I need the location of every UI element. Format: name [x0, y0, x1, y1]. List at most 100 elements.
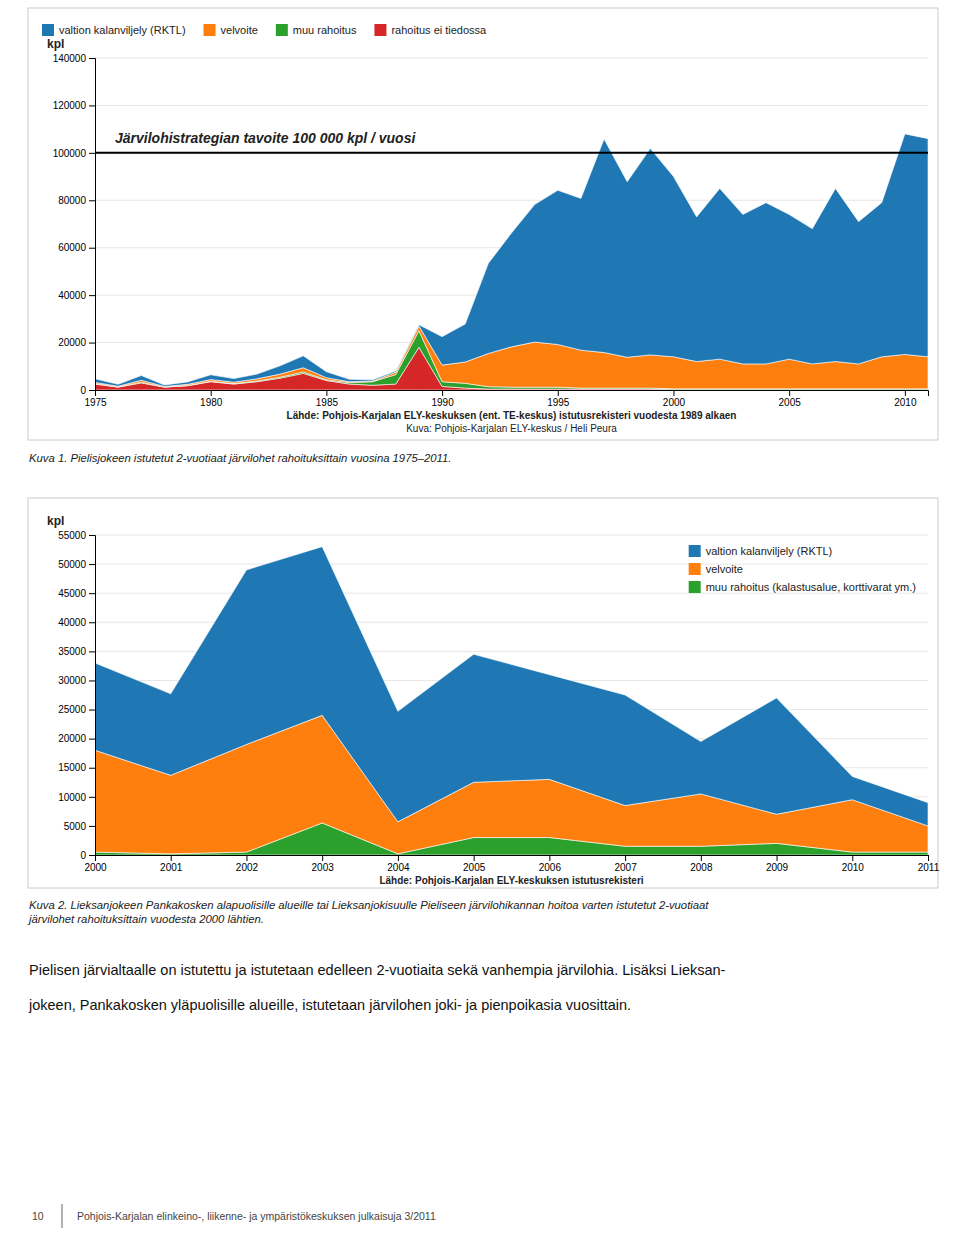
x-tick-mark: [625, 855, 626, 861]
y-axis-line: [89, 59, 96, 391]
y-tick-label: 55000: [58, 530, 86, 541]
x-tick-label: 2009: [766, 862, 789, 873]
page: Järvilohistrategian tavoite 100 000 kpl …: [0, 0, 960, 1259]
legend-item: valtion kalanviljely (RKTL): [42, 24, 186, 36]
x-tick: 2003: [312, 855, 335, 873]
y-tick-label: 120000: [53, 100, 87, 111]
x-tick-label: 2006: [539, 862, 562, 873]
grid: [95, 535, 928, 855]
y-tick-mark: [89, 797, 95, 798]
x-tick: 2002: [236, 855, 259, 873]
legend-item: valtion kalanviljely (RKTL): [689, 545, 833, 557]
y-tick-label: 50000: [58, 559, 86, 570]
grid-line: [95, 105, 928, 106]
legend-swatch: [689, 563, 701, 575]
x-tick-label: 2010: [842, 862, 865, 873]
y-tick-mark: [89, 105, 95, 106]
x-tick-mark: [474, 855, 475, 861]
legend-swatch: [689, 545, 701, 557]
y-tick-mark: [89, 564, 95, 565]
x-tick-label: 1980: [200, 397, 223, 408]
y-tick: 60000: [58, 242, 95, 253]
x-tick-label: 2001: [160, 862, 183, 873]
y-tick-label: 100000: [53, 148, 87, 159]
legend-label: velvoite: [706, 563, 743, 575]
y-tick-mark: [89, 826, 95, 827]
grid: [95, 58, 928, 390]
source-note: Lähde: Pohjois-Karjalan ELY-keskuksen is…: [379, 875, 643, 886]
legend-label: valtion kalanviljely (RKTL): [59, 24, 186, 36]
x-tick: 1980: [200, 390, 223, 408]
y-tick: 15000: [58, 762, 95, 773]
y-tick: 40000: [58, 290, 95, 301]
y-tick: 10000: [58, 792, 95, 803]
y-tick-label: 80000: [58, 195, 86, 206]
x-tick: 2005: [463, 855, 486, 873]
x-tick: 1990: [431, 390, 454, 408]
legend-item: muu rahoitus (kalastusalue, korttivarat …: [689, 581, 916, 593]
y-tick-label: 40000: [58, 617, 86, 628]
x-tick: 2005: [779, 390, 802, 408]
body-text: Pielisen järvialtaalle on istutettu ja i…: [29, 962, 726, 978]
y-tick-mark: [89, 535, 95, 536]
y-axis: 020000400006000080000100000120000140000: [53, 53, 96, 396]
x-tick-mark: [852, 855, 853, 861]
x-tick: 2006: [539, 855, 562, 873]
x-tick-label: 2003: [312, 862, 335, 873]
grid-line: [95, 564, 928, 565]
x-tick-mark: [673, 390, 674, 396]
x-tick: 1995: [547, 390, 570, 408]
x-tick-label: 1975: [84, 397, 107, 408]
y-tick-mark: [89, 680, 95, 681]
x-tick-label: 2007: [614, 862, 637, 873]
x-tick-mark: [928, 855, 929, 861]
x-tick-label: 1985: [316, 397, 339, 408]
y-tick-label: 15000: [58, 762, 86, 773]
reference-line: [95, 152, 928, 154]
x-tick-label: 2010: [894, 397, 917, 408]
x-tick-mark: [789, 390, 790, 396]
y-tick: 100000: [53, 148, 95, 159]
y-tick-label: 30000: [58, 675, 86, 686]
x-tick-label: 2008: [690, 862, 713, 873]
x-tick: 2008: [690, 855, 713, 873]
y-tick-mark: [89, 58, 95, 59]
x-tick: 2009: [766, 855, 789, 873]
x-axis-line: [96, 391, 929, 397]
footer-text: Pohjois-Karjalan elinkeino-, liikenne- j…: [77, 1210, 436, 1222]
figure-frame: [28, 498, 938, 888]
x-tick: 1975: [84, 390, 107, 408]
plot-area: [95, 547, 928, 855]
legend-label: rahoitus ei tiedossa: [391, 24, 487, 36]
y-tick: 30000: [58, 675, 95, 686]
caption: Kuva 2. Lieksanjokeen Pankakosken alapuo…: [29, 899, 709, 911]
area-series: [95, 134, 928, 387]
legend: valtion kalanviljely (RKTL) velvoite muu r…: [689, 545, 916, 593]
chart: Järvilohistrategian tavoite 100 000 kpl …: [28, 8, 938, 440]
legend-label: valtion kalanviljely (RKTL): [706, 545, 833, 557]
y-tick: 50000: [58, 559, 95, 570]
x-axis: 2000200120022003200420052006200720082009…: [84, 855, 939, 873]
x-tick-mark: [558, 390, 559, 396]
y-tick-mark: [89, 768, 95, 769]
x-tick-mark: [171, 855, 172, 861]
x-tick-mark: [398, 855, 399, 861]
y-tick: 45000: [58, 588, 95, 599]
y-tick-label: 140000: [53, 53, 87, 64]
legend: valtion kalanviljely (RKTL)velvoitemuu r…: [42, 24, 487, 36]
x-tick: 2004: [387, 855, 410, 873]
y-tick: 0: [80, 385, 95, 396]
x-tick-mark: [211, 390, 212, 396]
x-tick-mark: [246, 855, 247, 861]
footer-page-number: 10: [32, 1210, 44, 1222]
y-tick: 140000: [53, 53, 95, 64]
legend-label: velvoite: [221, 24, 258, 36]
body-text: jokeen, Pankakosken yläpuolisille alueil…: [28, 997, 631, 1013]
y-tick-label: 45000: [58, 588, 86, 599]
chart: 2000200120022003200420052006200720082009…: [28, 498, 940, 888]
y-tick: 35000: [58, 646, 95, 657]
legend-swatch: [204, 24, 216, 36]
y-tick-mark: [89, 343, 95, 344]
y-tick: 20000: [58, 733, 95, 744]
source-note: Lähde: Pohjois-Karjalan ELY-keskuksen (e…: [287, 410, 737, 421]
